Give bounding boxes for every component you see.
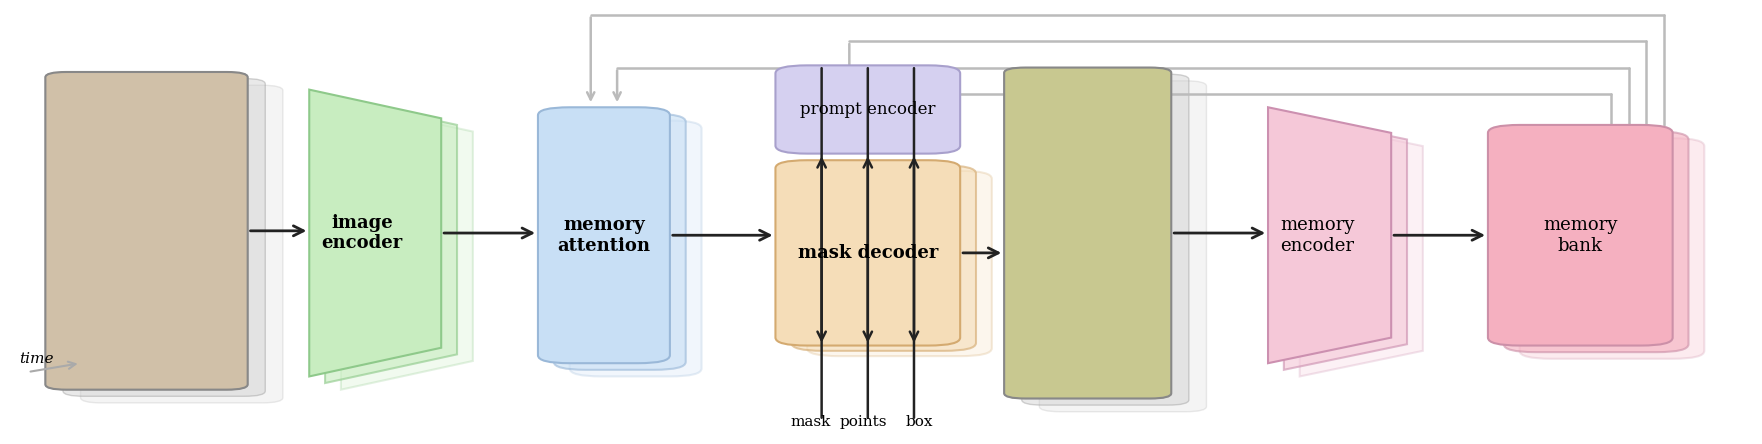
Text: mask decoder: mask decoder	[798, 244, 937, 262]
FancyBboxPatch shape	[537, 107, 670, 363]
Text: image
encoder: image encoder	[321, 214, 403, 253]
FancyBboxPatch shape	[1040, 81, 1207, 412]
FancyBboxPatch shape	[46, 72, 248, 390]
Text: box: box	[906, 416, 934, 429]
FancyBboxPatch shape	[1519, 138, 1704, 359]
FancyBboxPatch shape	[63, 79, 266, 396]
Text: mask: mask	[791, 416, 832, 429]
FancyBboxPatch shape	[807, 171, 992, 356]
Text: memory
encoder: memory encoder	[1281, 216, 1355, 255]
FancyBboxPatch shape	[81, 85, 284, 403]
Polygon shape	[340, 103, 472, 390]
Text: memory
attention: memory attention	[557, 216, 650, 255]
Text: prompt encoder: prompt encoder	[800, 101, 936, 118]
FancyBboxPatch shape	[775, 160, 960, 345]
Polygon shape	[324, 96, 456, 383]
FancyBboxPatch shape	[791, 166, 976, 351]
FancyBboxPatch shape	[46, 72, 248, 390]
FancyBboxPatch shape	[553, 114, 685, 370]
Polygon shape	[1284, 114, 1408, 370]
FancyBboxPatch shape	[1503, 131, 1688, 352]
Text: memory
bank: memory bank	[1544, 216, 1618, 255]
FancyBboxPatch shape	[1022, 74, 1189, 405]
FancyBboxPatch shape	[569, 120, 701, 377]
FancyBboxPatch shape	[1004, 67, 1172, 398]
Polygon shape	[1300, 120, 1424, 377]
Polygon shape	[1269, 107, 1392, 363]
Text: points: points	[840, 416, 886, 429]
FancyBboxPatch shape	[1004, 67, 1172, 398]
Text: time: time	[19, 352, 53, 366]
FancyBboxPatch shape	[775, 65, 960, 154]
FancyBboxPatch shape	[1487, 125, 1672, 345]
Polygon shape	[310, 90, 440, 377]
